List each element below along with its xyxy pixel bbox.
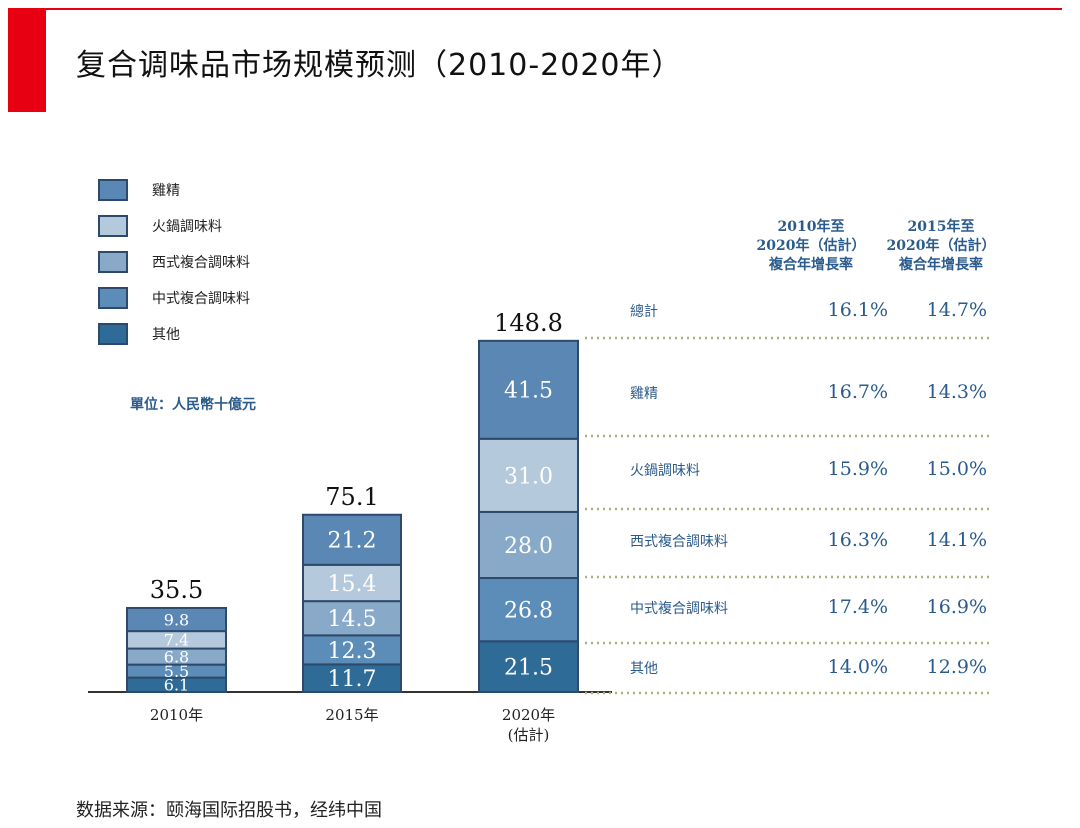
table-row-label: 火鍋調味料: [630, 463, 700, 479]
header-line: 複合年增長率: [769, 257, 853, 273]
cagr-2015-2020: 12.9%: [927, 656, 987, 678]
bar-segment: [302, 663, 402, 693]
legend-label: 雞精: [152, 183, 180, 199]
x-tick-label: 2010年: [150, 706, 203, 724]
bar-segment: [302, 513, 402, 566]
bar-segment: [302, 600, 402, 637]
legend-item: 其他: [98, 316, 250, 352]
data-label: 11.7: [328, 667, 377, 692]
legend-label: 西式複合調味料: [152, 255, 250, 271]
data-label: 21.2: [328, 529, 377, 554]
data-label: 26.8: [504, 599, 553, 624]
data-label: 9.8: [164, 610, 189, 629]
cagr-2010-2020: 16.1%: [828, 299, 888, 321]
x-tick-label: 2015年: [325, 706, 378, 724]
legend-swatch: [98, 323, 128, 345]
legend-item: 雞精: [98, 172, 250, 208]
data-label: 21.5: [504, 656, 553, 681]
legend-label: 其他: [152, 327, 180, 343]
source-note: 数据来源：颐海国际招股书，经纬中国: [76, 800, 382, 821]
legend-item: 中式複合調味料: [98, 280, 250, 316]
bar-segment: [302, 563, 402, 603]
bar-segment: [478, 437, 579, 513]
total-label: 35.5: [150, 576, 203, 604]
accent-red-bar: [8, 8, 46, 112]
data-label: 6.8: [164, 647, 189, 666]
bar-segment: [478, 640, 579, 694]
data-label: 15.4: [328, 572, 377, 597]
unit-label: 單位：人民幣十億元: [130, 397, 256, 413]
data-label: 12.3: [328, 639, 377, 664]
cagr-2015-2020: 16.9%: [927, 596, 987, 618]
cagr-2015-2020: 15.0%: [927, 458, 987, 480]
cagr-2010-2020: 17.4%: [828, 596, 888, 618]
data-label: 41.5: [504, 379, 553, 404]
data-label: 6.1: [164, 676, 189, 695]
growth-header-2015-2020: 2015年至 2020年（估計） 複合年增長率: [876, 218, 1006, 275]
accent-red-line: [46, 8, 1062, 10]
data-label: 31.0: [504, 464, 553, 489]
table-row-label: 中式複合調味料: [630, 600, 728, 617]
header-line: 2015年至: [907, 219, 975, 235]
cagr-2010-2020: 14.0%: [828, 656, 888, 678]
legend-label: 火鍋調味料: [152, 219, 222, 235]
page-title: 复合调味品市场规模预测（2010-2020年）: [76, 48, 683, 83]
legend-item: 火鍋調味料: [98, 208, 250, 244]
header-line: 2010年至: [777, 219, 845, 235]
legend-swatch: [98, 215, 128, 237]
data-label: 14.5: [328, 607, 377, 632]
legend-item: 西式複合調味料: [98, 244, 250, 280]
header-line: 2020年（估計）: [756, 238, 866, 254]
bar-segment: [126, 606, 227, 633]
growth-header-2010-2020: 2010年至 2020年（估計） 複合年增長率: [746, 218, 876, 275]
data-label: 7.4: [164, 631, 189, 650]
total-label: 148.8: [494, 309, 563, 337]
cagr-2015-2020: 14.1%: [927, 529, 987, 551]
legend-swatch: [98, 251, 128, 273]
cagr-2015-2020: 14.3%: [927, 381, 987, 403]
legend-label: 中式複合調味料: [152, 291, 250, 307]
x-tick-label: (估計): [508, 726, 550, 744]
table-row-label: 雞精: [630, 386, 658, 402]
header-line: 複合年增長率: [899, 257, 983, 273]
data-label: 28.0: [504, 534, 553, 559]
legend-swatch: [98, 179, 128, 201]
cagr-2015-2020: 14.7%: [927, 299, 987, 321]
bar-segment: [478, 577, 579, 643]
cagr-2010-2020: 15.9%: [828, 458, 888, 480]
x-tick-label: 2020年: [502, 706, 555, 724]
header-line: 2020年（估計）: [886, 238, 996, 254]
total-label: 75.1: [325, 483, 378, 511]
legend: 雞精 火鍋調味料 西式複合調味料 中式複合調味料 其他: [98, 172, 250, 352]
cagr-2010-2020: 16.3%: [828, 529, 888, 551]
table-row-label: 其他: [630, 661, 658, 677]
data-label: 5.5: [164, 662, 189, 681]
legend-swatch: [98, 287, 128, 309]
table-row-label: 西式複合調味料: [630, 533, 728, 550]
bar-segment: [478, 339, 579, 440]
table-row-label: 總計: [630, 303, 658, 320]
cagr-2010-2020: 16.7%: [828, 381, 888, 403]
